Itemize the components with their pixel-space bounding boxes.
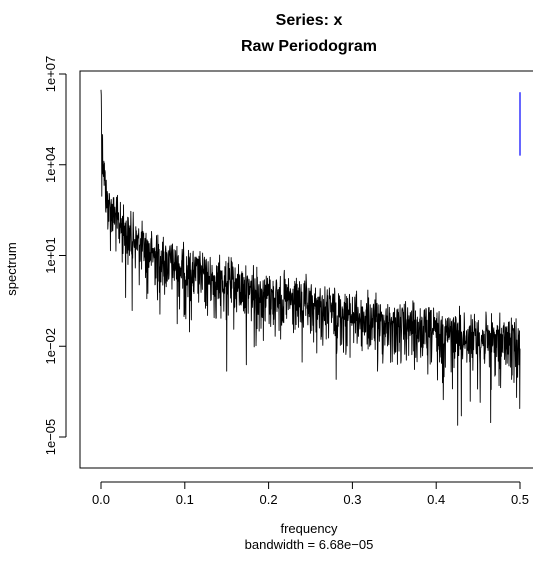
plot-frame (79, 70, 533, 469)
plot-area (100, 89, 521, 426)
y-tick-label: 1e−05 (43, 419, 58, 456)
x-tick-label: 0.4 (427, 492, 445, 507)
periodogram-line (100, 89, 521, 426)
x-axis-label: frequency (280, 521, 338, 536)
x-axis: 0.0 0.1 0.2 0.3 0.4 0.5 (92, 481, 529, 507)
x-tick-label: 0.5 (511, 492, 529, 507)
y-tick-label: 1e+01 (43, 237, 58, 274)
y-tick-label: 1e+04 (43, 146, 58, 183)
chart-subtitle: Raw Periodogram (241, 38, 377, 55)
bandwidth-note: bandwidth = 6.68e−05 (245, 537, 374, 552)
y-axis: 1e−05 1e−02 1e+01 1e+04 1e+07 (43, 56, 67, 456)
chart-title: Series: x (276, 12, 343, 29)
y-tick-label: 1e+07 (43, 56, 58, 93)
x-tick-label: 0.0 (92, 492, 110, 507)
x-tick-label: 0.1 (176, 492, 194, 507)
y-axis-label: spectrum (4, 242, 19, 295)
x-tick-label: 0.3 (343, 492, 361, 507)
y-tick-label: 1e−02 (43, 328, 58, 365)
x-tick-label: 0.2 (260, 492, 278, 507)
